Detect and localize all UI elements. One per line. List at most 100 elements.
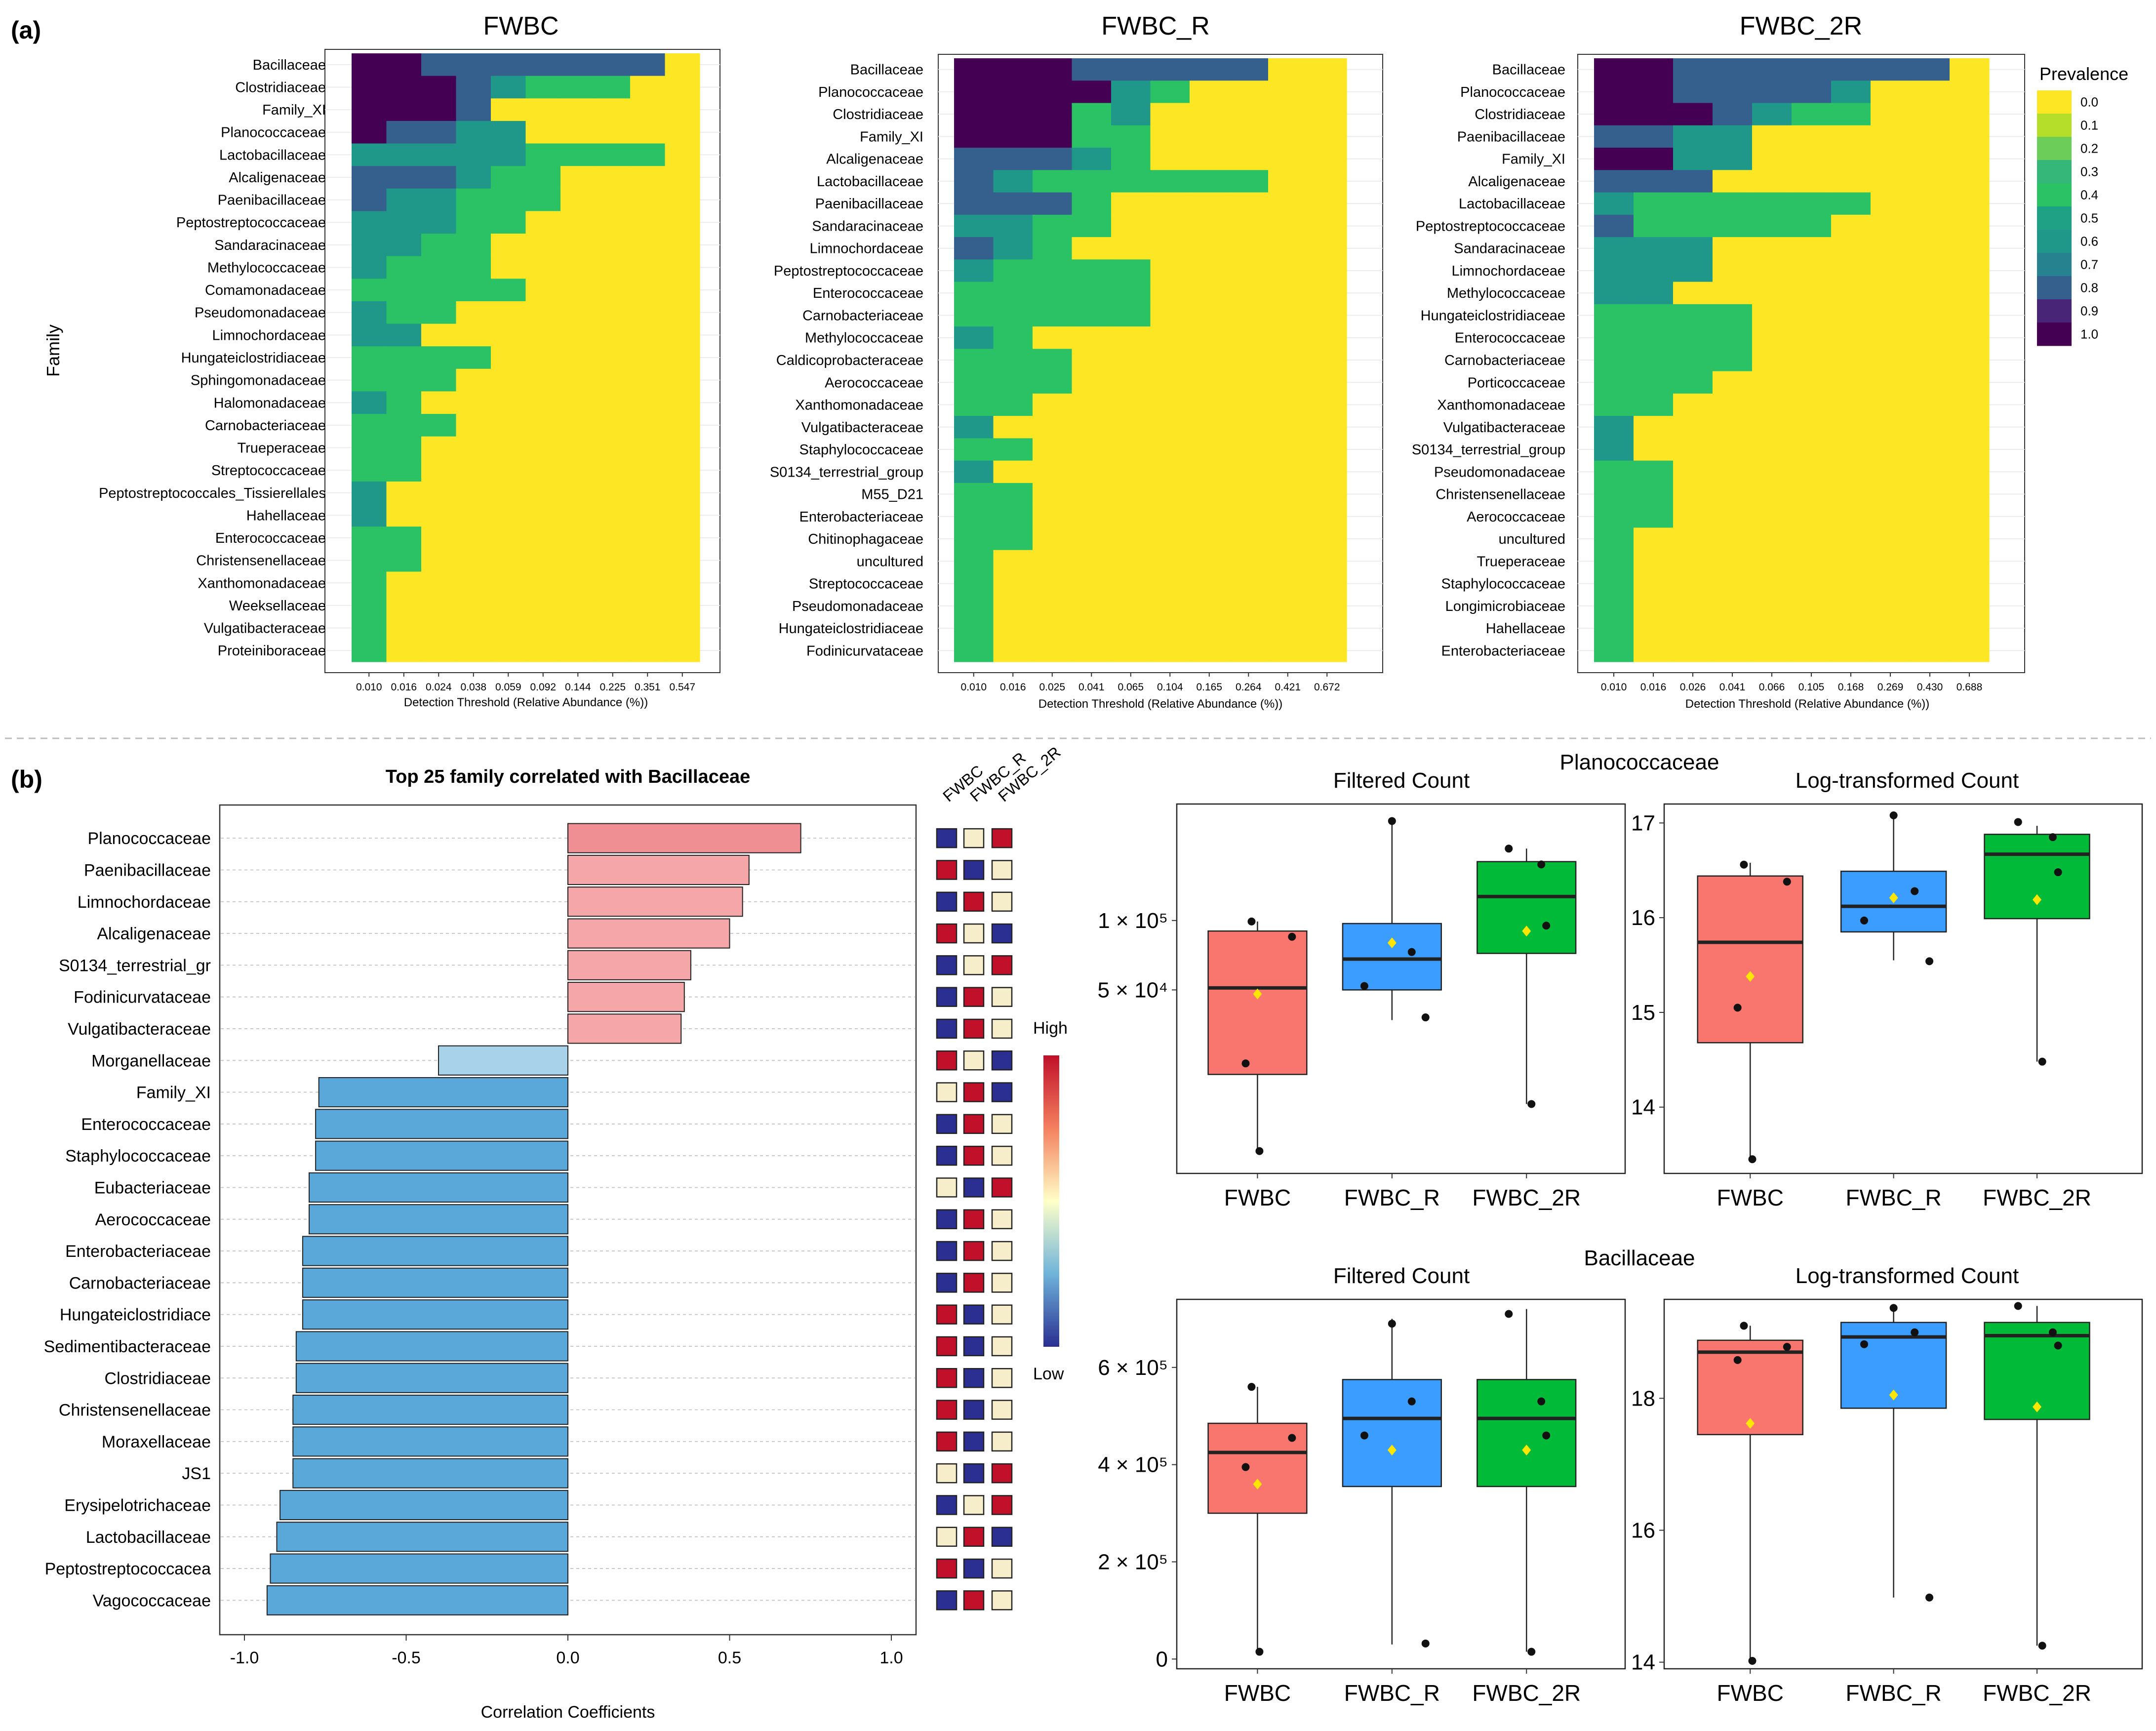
heatmap-cell: [386, 639, 422, 662]
heatmap-cell: [352, 76, 387, 99]
heatmap-cell: [1150, 304, 1190, 327]
heatmap-cell: [491, 76, 526, 99]
bar-category-label: Eubacteriaceae: [94, 1178, 211, 1197]
data-point: [1288, 1434, 1296, 1442]
heatmap-cell: [1190, 125, 1230, 148]
heatmap-cell: [1673, 483, 1713, 506]
correlation-bar: [567, 854, 750, 886]
heatmap-cell: [1594, 438, 1634, 461]
heatmap-cell: [630, 481, 666, 505]
heatmap-cell: [491, 346, 526, 369]
heatmap-cell: [954, 438, 994, 461]
heatmap-cell: [1268, 192, 1308, 215]
group-level-cell: [963, 955, 985, 975]
heatmap-cell: [1713, 371, 1753, 394]
scale-low-label: Low: [1033, 1365, 1064, 1383]
heatmap-cell: [954, 58, 994, 81]
heatmap-cell: [1033, 595, 1073, 618]
heatmap-cell: [1792, 527, 1832, 551]
x-tick-label: FWBC: [1717, 1185, 1784, 1210]
heatmap-cell: [456, 211, 491, 234]
heatmap-cell: [993, 617, 1033, 640]
heatmap-cell: [1150, 572, 1190, 595]
heatmap-cell: [491, 53, 526, 77]
heatmap-cell: [665, 639, 700, 662]
group-level-cell: [936, 923, 958, 944]
heatmap-cell: [1910, 527, 1950, 551]
heatmap-cell: [560, 481, 596, 505]
heatmap-cell: [1910, 371, 1950, 394]
x-tick-label: 0.092: [530, 682, 556, 693]
heatmap-cell: [421, 323, 457, 347]
group-level-cell: [963, 1590, 985, 1610]
heatmap-cell: [595, 549, 631, 572]
heatmap-cell: [421, 639, 457, 662]
heatmap-cell: [525, 323, 561, 347]
heatmap-cell: [1033, 438, 1073, 461]
heatmap-cell: [560, 279, 596, 302]
heatmap-cell: [1831, 148, 1871, 170]
heatmap-cell: [595, 121, 631, 144]
heatmap-cell: [1713, 81, 1753, 104]
heatmap-cell: [1229, 639, 1269, 662]
heatmap-row-label: Staphylococcaceae: [1441, 576, 1566, 592]
group-level-cell: [991, 1590, 1013, 1610]
heatmap-cell: [1111, 595, 1151, 618]
heatmap-cell: [560, 346, 596, 369]
heatmap-cell: [1072, 505, 1112, 528]
heatmap-cell: [993, 148, 1033, 170]
heatmap-cell: [1634, 527, 1674, 551]
group-level-cell: [991, 1304, 1013, 1325]
heatmap-cell: [386, 391, 422, 414]
heatmap-cell: [993, 259, 1033, 282]
boxplot-family-title: Bacillaceae: [1584, 1246, 1695, 1270]
heatmap-cell: [1713, 304, 1753, 327]
mean-marker: [1387, 937, 1397, 949]
heatmap-row-label: Clostridiaceae: [235, 80, 326, 95]
group-level-cell: [991, 828, 1013, 848]
heatmap-cell: [1072, 639, 1112, 662]
heatmap-row-label: Enterobacteriaceae: [799, 509, 924, 525]
heatmap-cell: [525, 211, 561, 234]
group-level-cell: [936, 987, 958, 1007]
group-level-cell: [991, 1241, 1013, 1261]
heatmap-cell: [1831, 483, 1871, 506]
heatmap-cell: [1792, 214, 1832, 238]
heatmap-cell: [421, 571, 457, 595]
heatmap-cell: [1307, 304, 1347, 327]
heatmap-row-label: Sandaracinaceae: [214, 238, 326, 253]
heatmap-cell: [1673, 125, 1713, 148]
legend-swatch: [2037, 160, 2072, 184]
heatmap-cell: [595, 143, 631, 166]
heatmap-cell: [1950, 192, 1990, 215]
heatmap-row-label: Bacillaceae: [253, 57, 326, 73]
heatmap-cell: [560, 211, 596, 234]
heatmap-cell: [1792, 81, 1832, 104]
group-level-cell: [963, 1273, 985, 1293]
group-level-cell: [936, 1463, 958, 1484]
group-level-cell: [991, 1209, 1013, 1229]
legend-label: 0.1: [2080, 118, 2098, 133]
x-tick-label: 0.010: [960, 682, 987, 693]
heatmap-cell: [1950, 617, 1990, 640]
data-point: [1537, 1397, 1546, 1406]
heatmap-cell: [1229, 617, 1269, 640]
heatmap-cell: [1594, 125, 1634, 148]
heatmap-cell: [1190, 550, 1230, 573]
heatmap-cell: [630, 143, 666, 166]
group-level-cell: [936, 1273, 958, 1293]
heatmap-cell: [1950, 148, 1990, 170]
heatmap-cell: [1713, 214, 1753, 238]
group-level-cell: [936, 860, 958, 880]
group-level-cell: [963, 1145, 985, 1166]
heatmap-cell: [1033, 460, 1073, 483]
heatmap-cell: [456, 188, 491, 212]
box-body: [1697, 875, 1803, 1044]
correlation-bar: [567, 886, 743, 917]
heatmap-cell: [1190, 460, 1230, 483]
heatmap-cell: [1268, 282, 1308, 305]
heatmap-cell: [1910, 505, 1950, 528]
heatmap-cell: [1634, 639, 1674, 662]
heatmap-cell: [1190, 170, 1230, 193]
heatmap-cell: [1190, 595, 1230, 618]
